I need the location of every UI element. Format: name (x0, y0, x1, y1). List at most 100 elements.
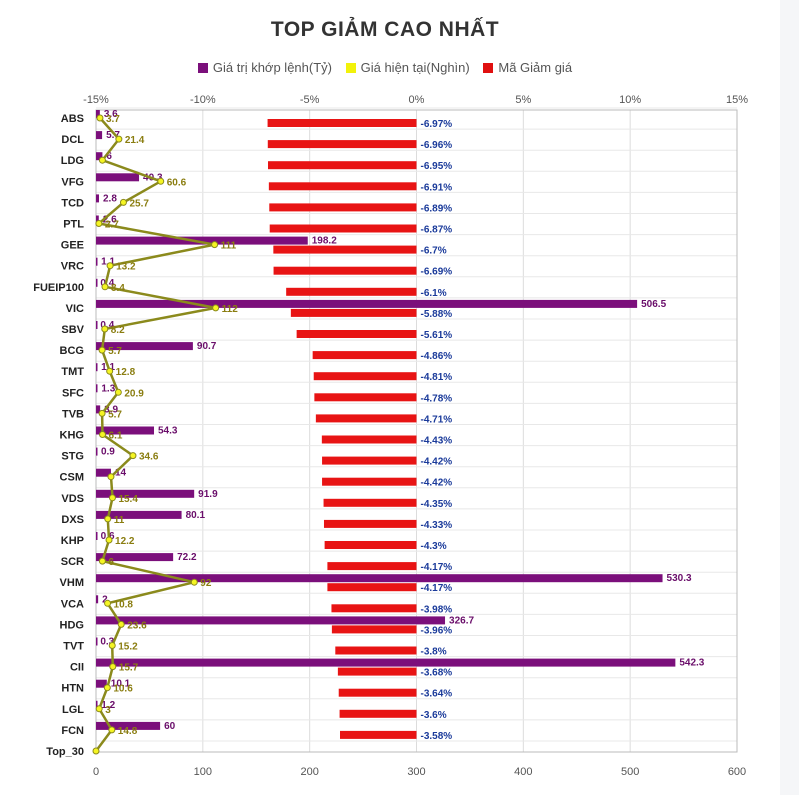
price-point (106, 367, 114, 375)
price-point (98, 409, 106, 417)
price-point (106, 262, 114, 270)
decline-label: -6.89% (421, 203, 453, 214)
value-label: 3.9 (104, 404, 118, 415)
price-label: 15.4 (118, 494, 138, 505)
decline-bar (267, 140, 417, 149)
decline-label: -3.68% (421, 668, 453, 679)
legend-item-decline[interactable]: Mã Giảm giá (483, 60, 572, 75)
category-label: SBV (61, 324, 84, 336)
price-point (190, 578, 198, 586)
price-point (212, 304, 220, 312)
value-label: 542.3 (679, 658, 704, 669)
decline-label: -4.42% (421, 457, 453, 468)
decline-bar (322, 456, 417, 465)
price-label: 8.2 (111, 325, 125, 336)
price-point (95, 705, 103, 713)
pct-axis-tick-label: 0% (409, 94, 425, 106)
price-label: 10.6 (113, 684, 133, 695)
price-point (115, 135, 123, 143)
legend-label-value: Giá trị khớp lệnh(Tỷ) (212, 60, 332, 75)
decline-bar (290, 308, 417, 317)
decline-bar (267, 119, 417, 127)
price-label: 12.8 (116, 367, 136, 378)
price-point (98, 346, 106, 354)
price-label: 5.7 (108, 346, 122, 357)
decline-label: -3.8% (421, 647, 447, 658)
decline-bar (335, 646, 417, 655)
category-label: BCG (60, 345, 84, 357)
category-label: DCL (61, 134, 84, 146)
price-label: 112 (222, 304, 239, 315)
price-label: 11 (114, 515, 125, 526)
decline-bar (315, 414, 417, 423)
value-label: 91.9 (198, 489, 218, 500)
value-bar (96, 236, 308, 245)
category-label: STG (61, 451, 84, 463)
decline-label: -6.91% (421, 182, 453, 193)
pct-axis-tick-label: -5% (300, 94, 320, 106)
decline-bar (337, 667, 417, 676)
value-label: 2.8 (103, 193, 117, 204)
value-bar (96, 131, 103, 140)
value-bar (96, 574, 663, 583)
value-bar (96, 721, 161, 730)
value-axis-tick-label: 500 (621, 766, 639, 778)
value-label: 72.2 (177, 552, 197, 563)
decline-label: -6.1% (421, 288, 447, 299)
chart-title: TOP GIẢM CAO NHẤT (270, 18, 500, 41)
price-point (119, 198, 127, 206)
value-label: 0.4 (100, 278, 114, 289)
price-label: 5.7 (108, 409, 122, 420)
price-point (101, 283, 109, 291)
page-scroll-gutter (780, 0, 799, 795)
legend-item-price[interactable]: Giá hiện tại(Nghìn) (345, 60, 470, 75)
value-axis-tick-label: 600 (728, 766, 746, 778)
price-point (99, 431, 107, 438)
price-label: 10.8 (114, 599, 134, 610)
pct-axis-tick-label: 5% (515, 94, 531, 106)
decline-bar (323, 519, 417, 528)
price-label: 14.8 (118, 726, 138, 737)
decline-label: -4.35% (421, 499, 453, 510)
value-axis-tick-label: 0 (93, 766, 99, 778)
decline-label: -3.58% (421, 731, 453, 742)
value-label: 6 (106, 151, 112, 162)
legend-label-decline: Mã Giảm giá (498, 60, 573, 75)
price-point (96, 114, 104, 122)
decline-bar (323, 498, 417, 507)
category-label: SFC (62, 387, 84, 399)
value-bar (96, 700, 98, 709)
decline-bar (331, 625, 417, 634)
price-label: 6.1 (109, 431, 123, 442)
decline-bar (314, 393, 417, 402)
price-label: 111 (221, 241, 237, 252)
legend-item-value[interactable]: Giá trị khớp lệnh(Tỷ) (197, 60, 332, 75)
price-label: 20.9 (124, 388, 144, 399)
value-label: 10.1 (111, 679, 131, 690)
price-point (157, 177, 165, 185)
decline-bar (313, 372, 417, 381)
value-axis-tick-label: 100 (194, 766, 212, 778)
value-bar (96, 194, 99, 203)
pct-axis-tick-label: -15% (83, 94, 109, 106)
value-bar (96, 363, 98, 372)
price-point (108, 726, 116, 734)
value-bar (96, 384, 98, 393)
decline-label: -5.61% (421, 330, 453, 341)
decline-label: -6.87% (421, 225, 453, 236)
category-label: VRC (61, 261, 84, 273)
price-label: 2.7 (105, 220, 119, 231)
decline-bar (322, 477, 417, 486)
decline-label: -6.95% (421, 161, 453, 172)
value-label: 198.2 (312, 236, 337, 247)
decline-bar (340, 730, 417, 739)
category-label: SCR (61, 556, 84, 568)
decline-label: -4.17% (421, 583, 453, 594)
value-label: 14 (115, 468, 127, 479)
decline-bar (296, 330, 417, 338)
category-label: CSM (60, 472, 84, 484)
price-label: 25.7 (129, 198, 149, 209)
decline-bar (273, 245, 417, 254)
value-bar (96, 468, 111, 477)
decline-bar (327, 562, 417, 571)
